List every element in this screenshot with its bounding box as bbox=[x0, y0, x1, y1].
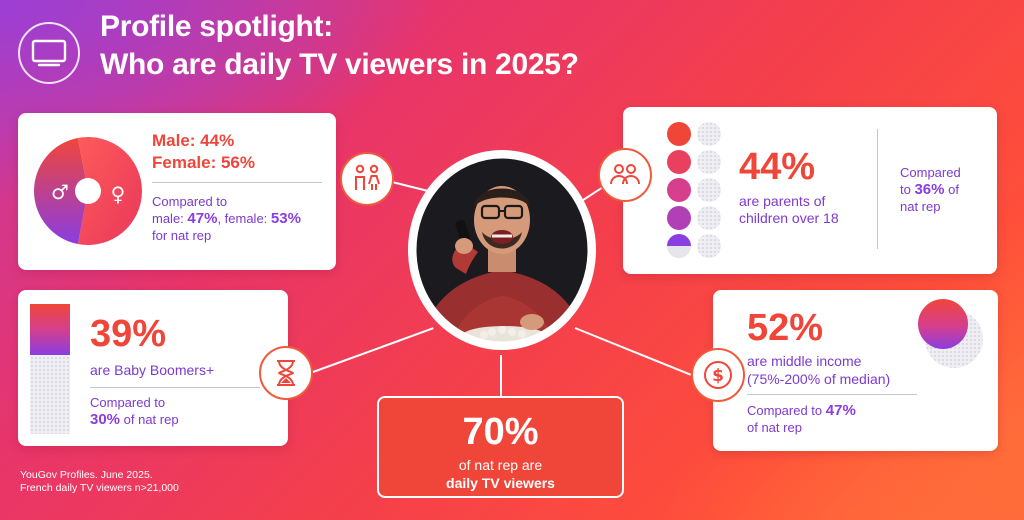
boomers-compared-prefix: Compared to bbox=[90, 395, 166, 410]
boomers-card: 39% are Baby Boomers+ Compared to 30% of… bbox=[18, 290, 288, 446]
gender-card: ♂ ♀ Male: 44% Female: 56% Compared to ma… bbox=[18, 113, 336, 270]
male-share: Male: 44% bbox=[152, 131, 235, 150]
dollar-icon: $ bbox=[691, 348, 745, 402]
people-gender-icon bbox=[340, 152, 394, 206]
parent-dot-filled bbox=[667, 206, 691, 230]
income-compared-suffix: of nat rep bbox=[747, 420, 802, 435]
center-value: 70% bbox=[462, 411, 539, 453]
parent-dot-filled bbox=[667, 234, 691, 258]
source-footnote: YouGov Profiles. June 2025. French daily… bbox=[20, 469, 179, 495]
male-slice bbox=[33, 137, 88, 245]
boomers-bar bbox=[30, 304, 70, 434]
parents-compared-value: 36% bbox=[914, 181, 945, 198]
boomers-bar-fill bbox=[30, 304, 70, 355]
parents-value: 44% bbox=[739, 146, 816, 188]
male-symbol-icon: ♂ bbox=[51, 180, 69, 204]
parents-compared-line3: nat rep bbox=[900, 199, 941, 214]
compared-female-value: 53% bbox=[270, 210, 301, 227]
parent-dot-filled bbox=[667, 150, 691, 174]
compared-female-label: , female: bbox=[217, 211, 271, 226]
income-desc-line1: are middle income bbox=[747, 353, 862, 369]
hourglass-icon bbox=[259, 346, 313, 400]
parents-desc-line1: are parents of bbox=[739, 193, 826, 209]
parent-dot-empty bbox=[697, 122, 721, 146]
parents-desc-line2: children over 18 bbox=[739, 210, 839, 226]
parent-dot-empty bbox=[697, 234, 721, 258]
income-desc-line2: (75%-200% of median) bbox=[747, 371, 891, 387]
parents-dot-grid bbox=[667, 122, 727, 262]
boomers-value: 39% bbox=[90, 313, 167, 355]
title-line-1: Profile spotlight: bbox=[100, 10, 333, 43]
compared-male-label: male: bbox=[152, 211, 188, 226]
parents-compared-to: to bbox=[900, 182, 915, 197]
parents-icon bbox=[598, 148, 652, 202]
boomers-compared-value: 30% bbox=[90, 411, 121, 428]
female-symbol-icon: ♀ bbox=[111, 182, 126, 206]
compared-prefix: Compared to bbox=[152, 194, 228, 209]
income-compared-value: 47% bbox=[825, 402, 856, 419]
parent-dot-filled bbox=[667, 122, 691, 146]
parent-dot-empty bbox=[697, 178, 721, 202]
footnote-line2: French daily TV viewers n>21,000 bbox=[20, 482, 179, 494]
tv-icon bbox=[18, 22, 80, 84]
income-value: 52% bbox=[747, 307, 824, 349]
parents-card: 44% are parents of children over 18 Comp… bbox=[623, 107, 997, 274]
boomers-compared-suffix: of nat rep bbox=[120, 412, 179, 427]
compared-suffix: for nat rep bbox=[152, 228, 212, 243]
income-card: 52% are middle income (75%-200% of media… bbox=[713, 290, 998, 451]
female-slice bbox=[77, 137, 142, 245]
page-title: Profile spotlight: Who are daily TV view… bbox=[100, 8, 579, 84]
parent-dot-filled bbox=[667, 178, 691, 202]
income-circle bbox=[918, 299, 968, 349]
parent-dot-empty bbox=[697, 150, 721, 174]
footnote-line1: YouGov Profiles. June 2025. bbox=[20, 469, 153, 481]
compared-male-value: 47% bbox=[187, 210, 218, 227]
gender-donut-chart: ♂ ♀ bbox=[33, 137, 142, 245]
parents-compared-line1: Compared bbox=[900, 165, 961, 180]
boomers-desc: are Baby Boomers+ bbox=[90, 362, 215, 378]
center-line1: of nat rep are bbox=[458, 457, 543, 473]
center-line2: daily TV viewers bbox=[446, 475, 555, 491]
female-share: Female: 56% bbox=[152, 153, 255, 172]
parent-dot-empty bbox=[697, 206, 721, 230]
svg-text:$: $ bbox=[712, 366, 724, 386]
income-compared-prefix: Compared to bbox=[747, 403, 826, 418]
viewer-photo bbox=[408, 150, 596, 350]
connector-line bbox=[500, 355, 502, 397]
parents-compared-of: of bbox=[944, 182, 959, 197]
title-line-2: Who are daily TV viewers in 2025? bbox=[100, 48, 579, 81]
center-stat-card: 70% of nat rep are daily TV viewers bbox=[377, 396, 624, 498]
